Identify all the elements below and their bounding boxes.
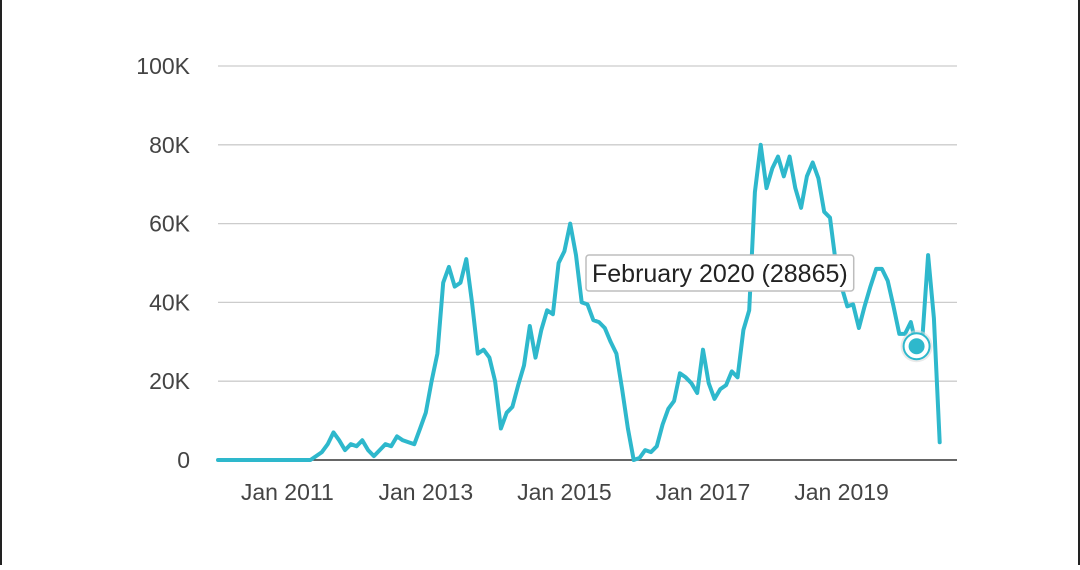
x-tick-label: Jan 2015 [517,479,612,505]
right-border [1078,0,1080,565]
x-axis-tick-labels: Jan 2011 Jan 2013 Jan 2015 Jan 2017 Jan 2019 [241,479,889,505]
series-line [216,142,942,462]
y-axis-tick-labels: 0 20K 40K 60K 80K 100K [136,53,190,473]
y-tick-label: 100K [136,53,190,79]
highlight-point[interactable] [908,338,925,355]
y-tick-label: 40K [149,289,191,315]
y-tick-label: 60K [149,211,191,237]
tooltip: February 2020 (28865) [585,254,855,292]
x-tick-label: Jan 2017 [656,479,751,505]
series-line-group [216,142,942,462]
y-tick-label: 80K [149,132,191,158]
highlight-marker-group[interactable] [900,330,933,363]
tooltip-text: February 2020 (28865) [592,260,848,288]
tooltip-box [585,254,855,292]
y-tick-label: 20K [149,368,191,394]
x-tick-label: Jan 2019 [794,479,889,505]
y-tick-label: 0 [177,447,190,473]
gridlines [218,65,957,461]
x-tick-label: Jan 2013 [379,479,474,505]
x-tick-label: Jan 2011 [241,479,334,505]
left-border [0,0,2,565]
